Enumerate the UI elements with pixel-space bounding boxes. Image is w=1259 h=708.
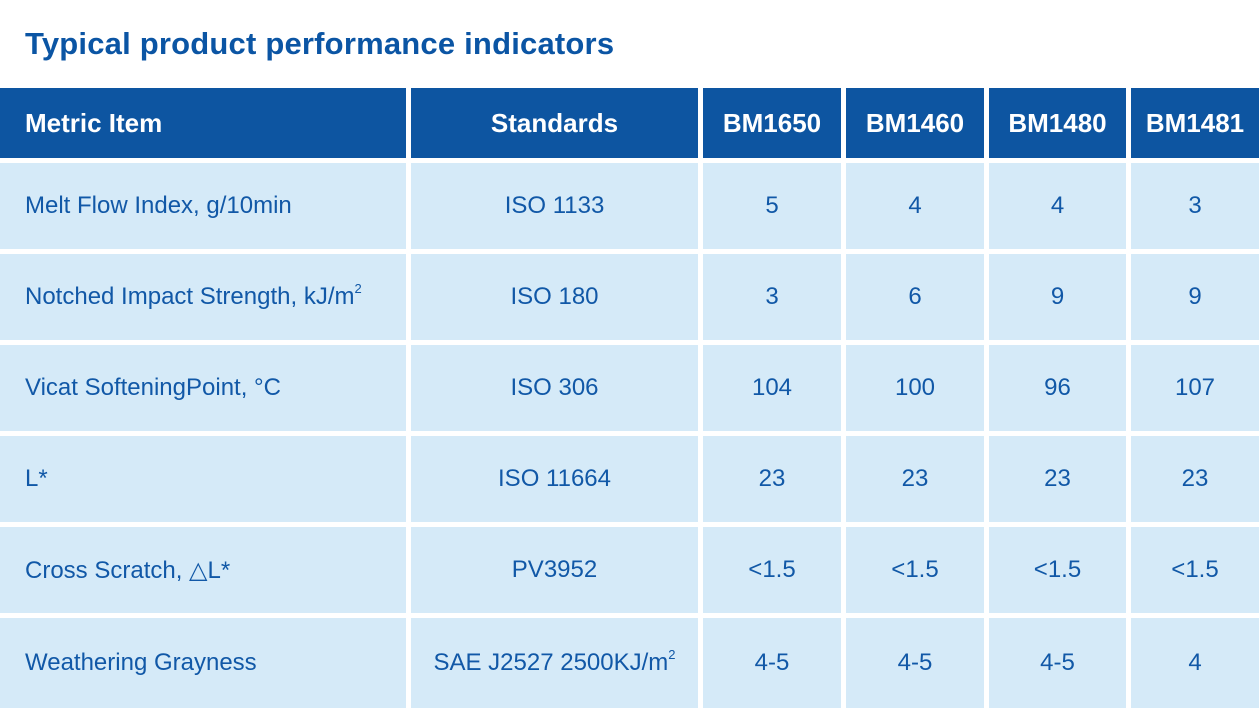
value-cell: 23 [703,436,841,522]
standard-cell: PV3952 [411,527,698,613]
value-cell: 23 [846,436,984,522]
metric-cell: Cross Scratch, △L* [0,527,406,613]
value-cell: 9 [1131,254,1259,340]
standard-cell: ISO 11664 [411,436,698,522]
page-title: Typical product performance indicators [25,26,615,61]
value-cell: 4-5 [989,618,1126,708]
metric-cell: Vicat SofteningPoint, °C [0,345,406,431]
value-cell: 96 [989,345,1126,431]
performance-table: Metric Item Standards BM1650 BM1460 BM14… [0,88,1259,708]
metric-cell: Notched Impact Strength, kJ/m 2 [0,254,406,340]
value-cell: <1.5 [989,527,1126,613]
value-cell: 3 [1131,163,1259,249]
header-cell-bm1460: BM1460 [846,88,984,158]
value-cell: 3 [703,254,841,340]
value-cell: 104 [703,345,841,431]
value-cell: 6 [846,254,984,340]
value-cell: 4-5 [703,618,841,708]
standard-cell: ISO 1133 [411,163,698,249]
value-cell: 4 [846,163,984,249]
value-cell: 5 [703,163,841,249]
header-cell-standards: Standards [411,88,698,158]
value-cell: <1.5 [1131,527,1259,613]
value-cell: 23 [989,436,1126,522]
header-cell-metric-item: Metric Item [0,88,406,158]
metric-cell: Melt Flow Index, g/10min [0,163,406,249]
metric-cell: L* [0,436,406,522]
header-cell-bm1650: BM1650 [703,88,841,158]
standard-cell: ISO 306 [411,345,698,431]
value-cell: 107 [1131,345,1259,431]
value-cell: 100 [846,345,984,431]
value-cell: 4-5 [846,618,984,708]
value-cell: 9 [989,254,1126,340]
value-cell: <1.5 [846,527,984,613]
value-cell: <1.5 [703,527,841,613]
standard-cell: SAE J2527 2500KJ/m 2 [411,618,698,708]
standard-cell: ISO 180 [411,254,698,340]
metric-cell: Weathering Grayness [0,618,406,708]
value-cell: 23 [1131,436,1259,522]
header-cell-bm1480: BM1480 [989,88,1126,158]
header-cell-bm1481: BM1481 [1131,88,1259,158]
value-cell: 4 [989,163,1126,249]
value-cell: 4 [1131,618,1259,708]
